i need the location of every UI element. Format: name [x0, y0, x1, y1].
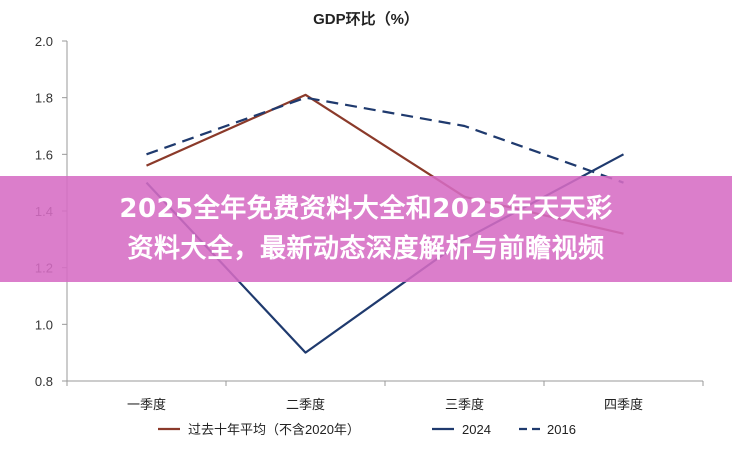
legend: 过去十年平均（不含2020年） 2024 2016 — [158, 422, 576, 437]
x-tick-label: 一季度 — [127, 397, 166, 412]
y-tick-label: 0.8 — [35, 374, 53, 389]
banner-line-2: 资料大全，最新动态深度解析与前瞻视频 — [127, 234, 605, 264]
legend-label: 2016 — [547, 422, 576, 437]
promo-banner: 2025全年免费资料大全和2025年天天彩 资料大全，最新动态深度解析与前瞻视频 — [0, 176, 732, 282]
chart-title: GDP环比（%） — [313, 10, 419, 28]
x-tick-label: 三季度 — [445, 397, 484, 412]
banner-line-1: 2025全年免费资料大全和2025年天天彩 — [119, 194, 613, 224]
y-tick-label: 1.0 — [35, 317, 53, 332]
x-tick-label: 四季度 — [604, 397, 643, 412]
series-line-2 — [146, 96, 624, 184]
y-tick-label: 2.0 — [35, 34, 53, 49]
legend-label: 过去十年平均（不含2020年） — [188, 422, 360, 437]
y-tick-label: 1.6 — [35, 147, 53, 162]
x-tick-label: 二季度 — [286, 397, 325, 412]
legend-label: 2024 — [462, 422, 491, 437]
y-tick-label: 1.8 — [35, 91, 53, 106]
